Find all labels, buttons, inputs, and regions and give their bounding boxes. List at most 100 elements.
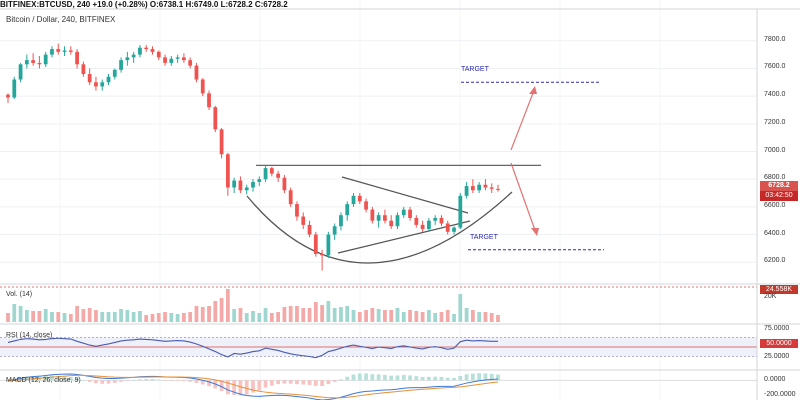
volume-bar <box>276 312 281 322</box>
macd-histogram-bar <box>257 380 262 391</box>
volume-bar <box>182 313 186 322</box>
price-tick-label: 7400.0 <box>764 91 786 99</box>
macd-histogram-bar <box>175 380 180 381</box>
price-tick-label: 7600.0 <box>764 63 786 71</box>
macd-histogram-bar <box>106 380 111 384</box>
arrow-down-head <box>531 228 539 236</box>
arrow-up-line <box>510 87 536 151</box>
candle-body <box>200 79 205 94</box>
volume-bar <box>357 312 362 322</box>
macd-tick-neg200: -200.0000 <box>764 391 796 398</box>
volume-bar <box>433 313 438 322</box>
volume-tick: 20K <box>764 293 777 300</box>
macd-histogram-bar <box>87 380 92 382</box>
volume-bar <box>470 310 475 322</box>
macd-histogram-bar <box>464 374 469 381</box>
volume-bar <box>18 306 23 322</box>
candle-body <box>458 195 463 228</box>
candle-body <box>68 50 73 52</box>
macd-histogram-bar <box>100 380 105 384</box>
volume-bar <box>364 310 368 322</box>
target-up-label: TARGET <box>461 66 489 73</box>
volume-bar <box>257 313 262 322</box>
price-tick-label: 7800.0 <box>764 35 786 43</box>
candle-body <box>414 217 419 225</box>
macd-histogram-bar <box>125 380 130 381</box>
volume-bar <box>376 309 381 322</box>
macd-histogram-bar <box>94 380 98 384</box>
volume-bar <box>489 313 494 322</box>
candle-body <box>313 234 318 254</box>
candle-body <box>138 47 142 55</box>
macd-histogram-bar <box>326 380 331 385</box>
candle-body <box>301 216 306 225</box>
volume-bar <box>75 306 79 322</box>
macd-histogram-bar <box>138 379 142 381</box>
triangle-lower-line <box>337 220 471 254</box>
candle-body <box>489 187 494 189</box>
volume-bar <box>439 312 444 322</box>
rsi-tick-25: 25.0000 <box>764 353 790 360</box>
candle-body <box>282 177 287 191</box>
macd-line <box>7 373 499 400</box>
volume-bar <box>420 312 425 322</box>
macd-histogram-bar <box>232 380 237 396</box>
volume-bar <box>401 312 406 322</box>
volume-bar <box>94 310 98 322</box>
candle-body <box>288 190 293 205</box>
volume-bar <box>313 302 318 322</box>
candle-body <box>194 65 199 80</box>
candle-body <box>420 224 425 230</box>
candle-body <box>408 209 412 218</box>
macd-histogram-bar <box>489 373 494 381</box>
macd-histogram-bar <box>458 376 463 381</box>
candle-body <box>18 64 23 80</box>
volume-bar <box>238 308 243 322</box>
macd-histogram-bar <box>225 380 230 395</box>
macd-histogram-bar <box>452 377 456 381</box>
macd-histogram-bar <box>188 380 193 382</box>
candle-body <box>31 60 36 63</box>
volume-bar <box>131 312 136 322</box>
volume-bar <box>389 310 394 322</box>
volume-bar <box>219 298 224 322</box>
candle-body <box>207 93 211 108</box>
volume-bar <box>295 306 299 322</box>
volume-bar <box>169 313 174 322</box>
macd-histogram-bar <box>477 373 482 381</box>
macd-histogram-bar <box>301 380 306 385</box>
volume-bar <box>307 308 312 322</box>
candle-body <box>370 209 375 221</box>
macd-histogram-bar <box>182 380 186 382</box>
price-tick-label: 6200.0 <box>764 257 786 265</box>
candle-body <box>232 180 237 188</box>
volume-bar <box>332 308 337 322</box>
macd-histogram-bar <box>414 376 419 381</box>
volume-bar <box>408 310 412 322</box>
volume-bar <box>6 313 10 322</box>
macd-histogram-bar <box>75 378 79 381</box>
macd-histogram-bar <box>408 375 412 381</box>
volume-bar <box>496 315 500 322</box>
candle-body <box>332 226 337 235</box>
macd-histogram-bar <box>244 380 249 395</box>
volume-bar <box>56 312 61 322</box>
candle-body <box>238 180 243 191</box>
candle-body <box>150 49 155 52</box>
volume-bar <box>320 305 324 322</box>
macd-signal-line <box>7 374 499 399</box>
candle-body <box>62 50 67 52</box>
candle-body <box>12 79 17 98</box>
price-tick-label: 6800.0 <box>764 174 786 182</box>
arrow-up-head <box>529 86 537 94</box>
candle-body <box>182 57 186 61</box>
macd-histogram-bar <box>313 380 318 386</box>
candle-body <box>43 54 48 65</box>
macd-histogram-bar <box>81 380 86 381</box>
candle-body <box>106 76 111 83</box>
volume-bar <box>81 309 86 322</box>
volume-bar <box>301 308 306 322</box>
volume-bar <box>213 301 218 322</box>
volume-bar <box>144 315 149 322</box>
volume-bar <box>339 307 343 322</box>
